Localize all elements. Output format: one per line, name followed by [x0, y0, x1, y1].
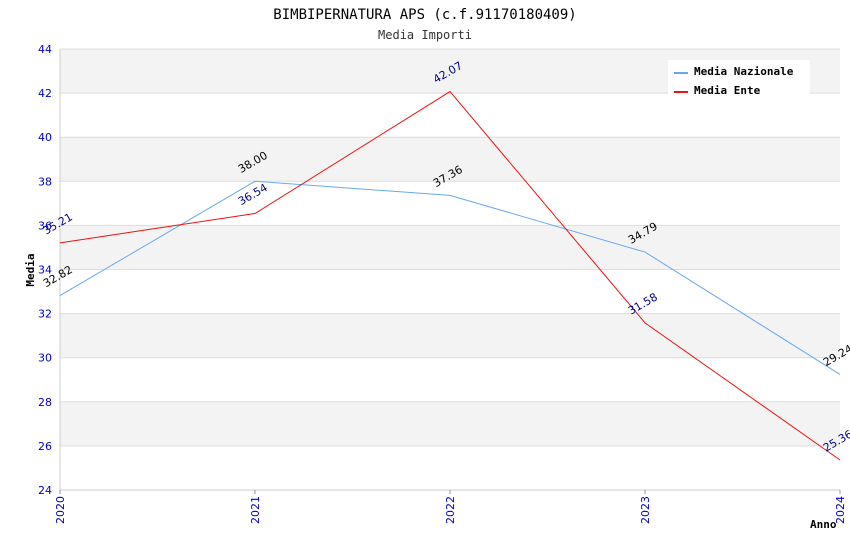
legend-box — [668, 60, 810, 98]
series-line-2 — [59, 90, 841, 461]
y-tick-label: 44 — [38, 43, 52, 56]
y-tick-label: 30 — [38, 352, 52, 365]
x-tick-label: 2021 — [249, 496, 262, 524]
plot-bands — [60, 49, 840, 446]
chart-title: BIMBIPERNATURA APS (c.f.91170180409) — [273, 7, 576, 23]
y-tick-label: 28 — [38, 396, 52, 409]
y-tick-label: 38 — [38, 175, 52, 188]
x-tick-label: 2023 — [639, 496, 652, 524]
y-tick-label: 24 — [38, 484, 52, 497]
series-line-1 — [59, 180, 841, 375]
legend-label-nazionale: Media Nazionale — [694, 65, 794, 78]
tick-labels: 24 26 28 30 32 34 36 38 40 42 44 2020 2021 2022 2023 20… — [38, 43, 847, 524]
y-tick-label: 34 — [38, 264, 52, 277]
plot-band — [60, 225, 840, 270]
y-tick-label: 26 — [38, 440, 52, 453]
x-tick-label: 2024 — [834, 496, 847, 524]
grid-lines — [60, 48, 840, 491]
x-tick-label: 2022 — [444, 496, 457, 524]
x-tick-label: 2020 — [54, 496, 67, 524]
y-tick-label: 32 — [38, 308, 52, 321]
plot-band — [60, 313, 840, 358]
plot-band — [60, 137, 840, 182]
series-lines — [59, 90, 841, 461]
y-tick-label: 40 — [38, 131, 52, 144]
axes — [59, 49, 841, 494]
y-axis-label: Media — [24, 253, 37, 286]
y-tick-label: 42 — [38, 87, 52, 100]
chart-subtitle: Media Importi — [378, 28, 472, 42]
y-tick-label: 36 — [38, 219, 52, 232]
plot-band — [60, 401, 840, 446]
data-label: 36.54 — [236, 181, 270, 208]
legend-label-ente: Media Ente — [694, 84, 761, 97]
legend: Media Nazionale Media Ente — [668, 60, 810, 98]
x-axis-label: Anno — [810, 518, 837, 531]
